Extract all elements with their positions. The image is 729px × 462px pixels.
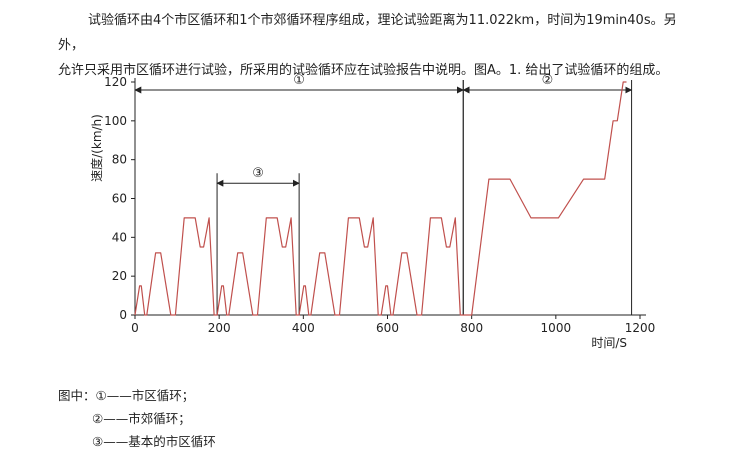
x-tick-label: 600 xyxy=(376,321,399,335)
legend: 图中：①——市区循环； ②——市郊循环； ③——基本的市区循环 xyxy=(58,384,216,453)
y-tick-label: 60 xyxy=(112,192,127,206)
x-tick-label: 400 xyxy=(292,321,315,335)
y-tick-label: 40 xyxy=(112,230,127,244)
x-tick-label: 200 xyxy=(208,321,231,335)
legend-mark-3: ③ xyxy=(92,434,104,449)
speed-series-line-0 xyxy=(134,81,627,316)
legend-row-3: ③——基本的市区循环 xyxy=(58,430,216,453)
x-tick-label: 1000 xyxy=(541,321,572,335)
x-tick-label: 1200 xyxy=(625,321,656,335)
intro-paragraph: 试验循环由4个市区循环和1个市郊循环程序组成，理论试验距离为11.022km，时… xyxy=(58,8,698,83)
y-tick-label: 120 xyxy=(104,75,127,89)
annotation-label: ② xyxy=(542,73,554,88)
y-tick-label: 20 xyxy=(112,269,127,283)
intro-line-1: 试验循环由4个市区循环和1个市郊循环程序组成，理论试验距离为11.022km，时… xyxy=(58,13,677,53)
y-tick-label: 0 xyxy=(119,308,127,322)
legend-text-3: ——基本的市区循环 xyxy=(103,434,216,449)
x-tick-label: 0 xyxy=(131,321,139,335)
chart-annotations: ① ② ③ xyxy=(134,73,633,315)
legend-text-2: ——市郊循环； xyxy=(103,411,191,426)
intro-line-2: 允许只采用市区循环进行试验，所采用的试验循环应在试验报告中说明。图A。1. 给出… xyxy=(58,63,669,78)
chart-axes xyxy=(134,78,646,316)
legend-row-2: ②——市郊循环； xyxy=(58,407,216,430)
x-axis-label: 时间/S xyxy=(591,336,627,350)
annotation-label: ① xyxy=(293,73,305,88)
legend-head: 图中： xyxy=(58,388,96,403)
speed-time-chart: 0 200 400 600 800 1000 1200 0 20 40 60 80 100 120 ① ② ③… xyxy=(89,73,655,350)
chart-ticks: 0 200 400 600 800 1000 1200 0 20 40 60 80 100 120 xyxy=(104,75,655,335)
x-tick-label: 800 xyxy=(460,321,483,335)
legend-mark-2: ② xyxy=(92,411,104,426)
chart-series xyxy=(134,81,627,316)
legend-text-1: ——市区循环； xyxy=(106,388,195,403)
y-tick-label: 100 xyxy=(104,114,127,128)
y-tick-label: 80 xyxy=(112,153,127,167)
annotation-label: ③ xyxy=(252,166,264,181)
legend-mark-1: ① xyxy=(95,388,107,403)
y-axis-label: 速度/(km/h) xyxy=(89,114,104,182)
legend-row-1: 图中：①——市区循环； xyxy=(58,384,216,407)
